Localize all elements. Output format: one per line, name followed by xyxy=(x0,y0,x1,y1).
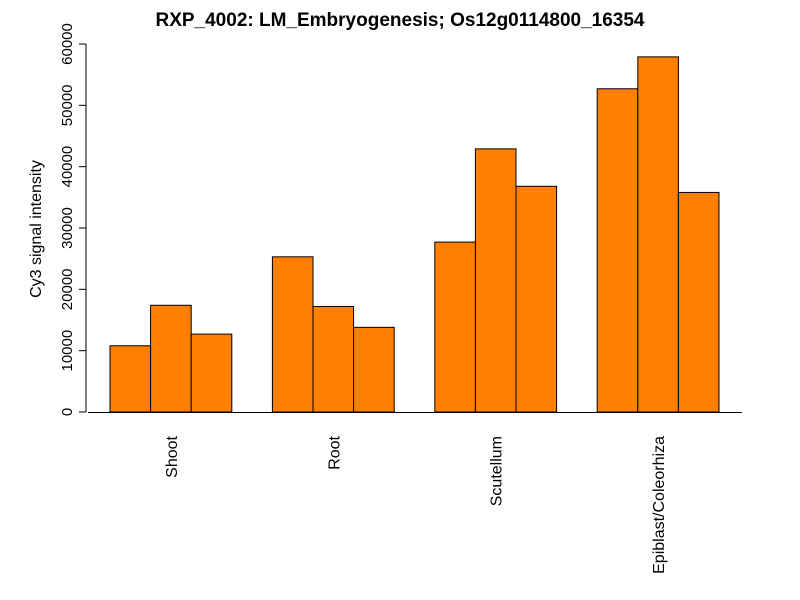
bar-scutellum-1 xyxy=(434,241,476,413)
y-tick-label: 30000 xyxy=(59,207,76,249)
y-tick-label: 0 xyxy=(59,408,76,416)
y-tick-label: 10000 xyxy=(59,330,76,372)
y-axis-label: Cy3 signal intensity xyxy=(28,160,45,298)
bar-root-2 xyxy=(312,306,355,413)
bar-scutellum-2 xyxy=(474,148,517,413)
y-tick-label: 60000 xyxy=(59,23,76,65)
x-tick-label: Root xyxy=(326,435,343,469)
bar-epiblast-coleorhiza-2 xyxy=(637,56,679,413)
bar-root-1 xyxy=(271,256,314,413)
bars-group xyxy=(109,56,720,413)
x-tick-label: Shoot xyxy=(164,435,181,477)
bar-epiblast-coleorhiza-1 xyxy=(596,88,639,413)
x-tick-label: Epiblast/Coleorhiza xyxy=(651,436,668,574)
y-tick-label: 20000 xyxy=(59,268,76,310)
x-axis: Shoot Root Scutellum Epiblast/Coleorhiza xyxy=(88,412,742,574)
y-tick-label: 50000 xyxy=(59,84,76,126)
x-tick-label: Scutellum xyxy=(489,436,506,506)
bar-scutellum-3 xyxy=(515,185,558,413)
chart-title: RXP_4002: LM_Embryogenesis; Os12g0114800… xyxy=(155,10,645,31)
y-axis: 0 10000 20000 30000 40000 50000 60000 xyxy=(59,23,87,416)
bar-shoot-1 xyxy=(109,345,152,413)
bar-epiblast-coleorhiza-3 xyxy=(677,191,720,413)
bar-shoot-2 xyxy=(150,304,192,413)
bar-root-3 xyxy=(353,326,395,413)
bar-shoot-3 xyxy=(190,333,233,413)
y-tick-label: 40000 xyxy=(59,146,76,188)
